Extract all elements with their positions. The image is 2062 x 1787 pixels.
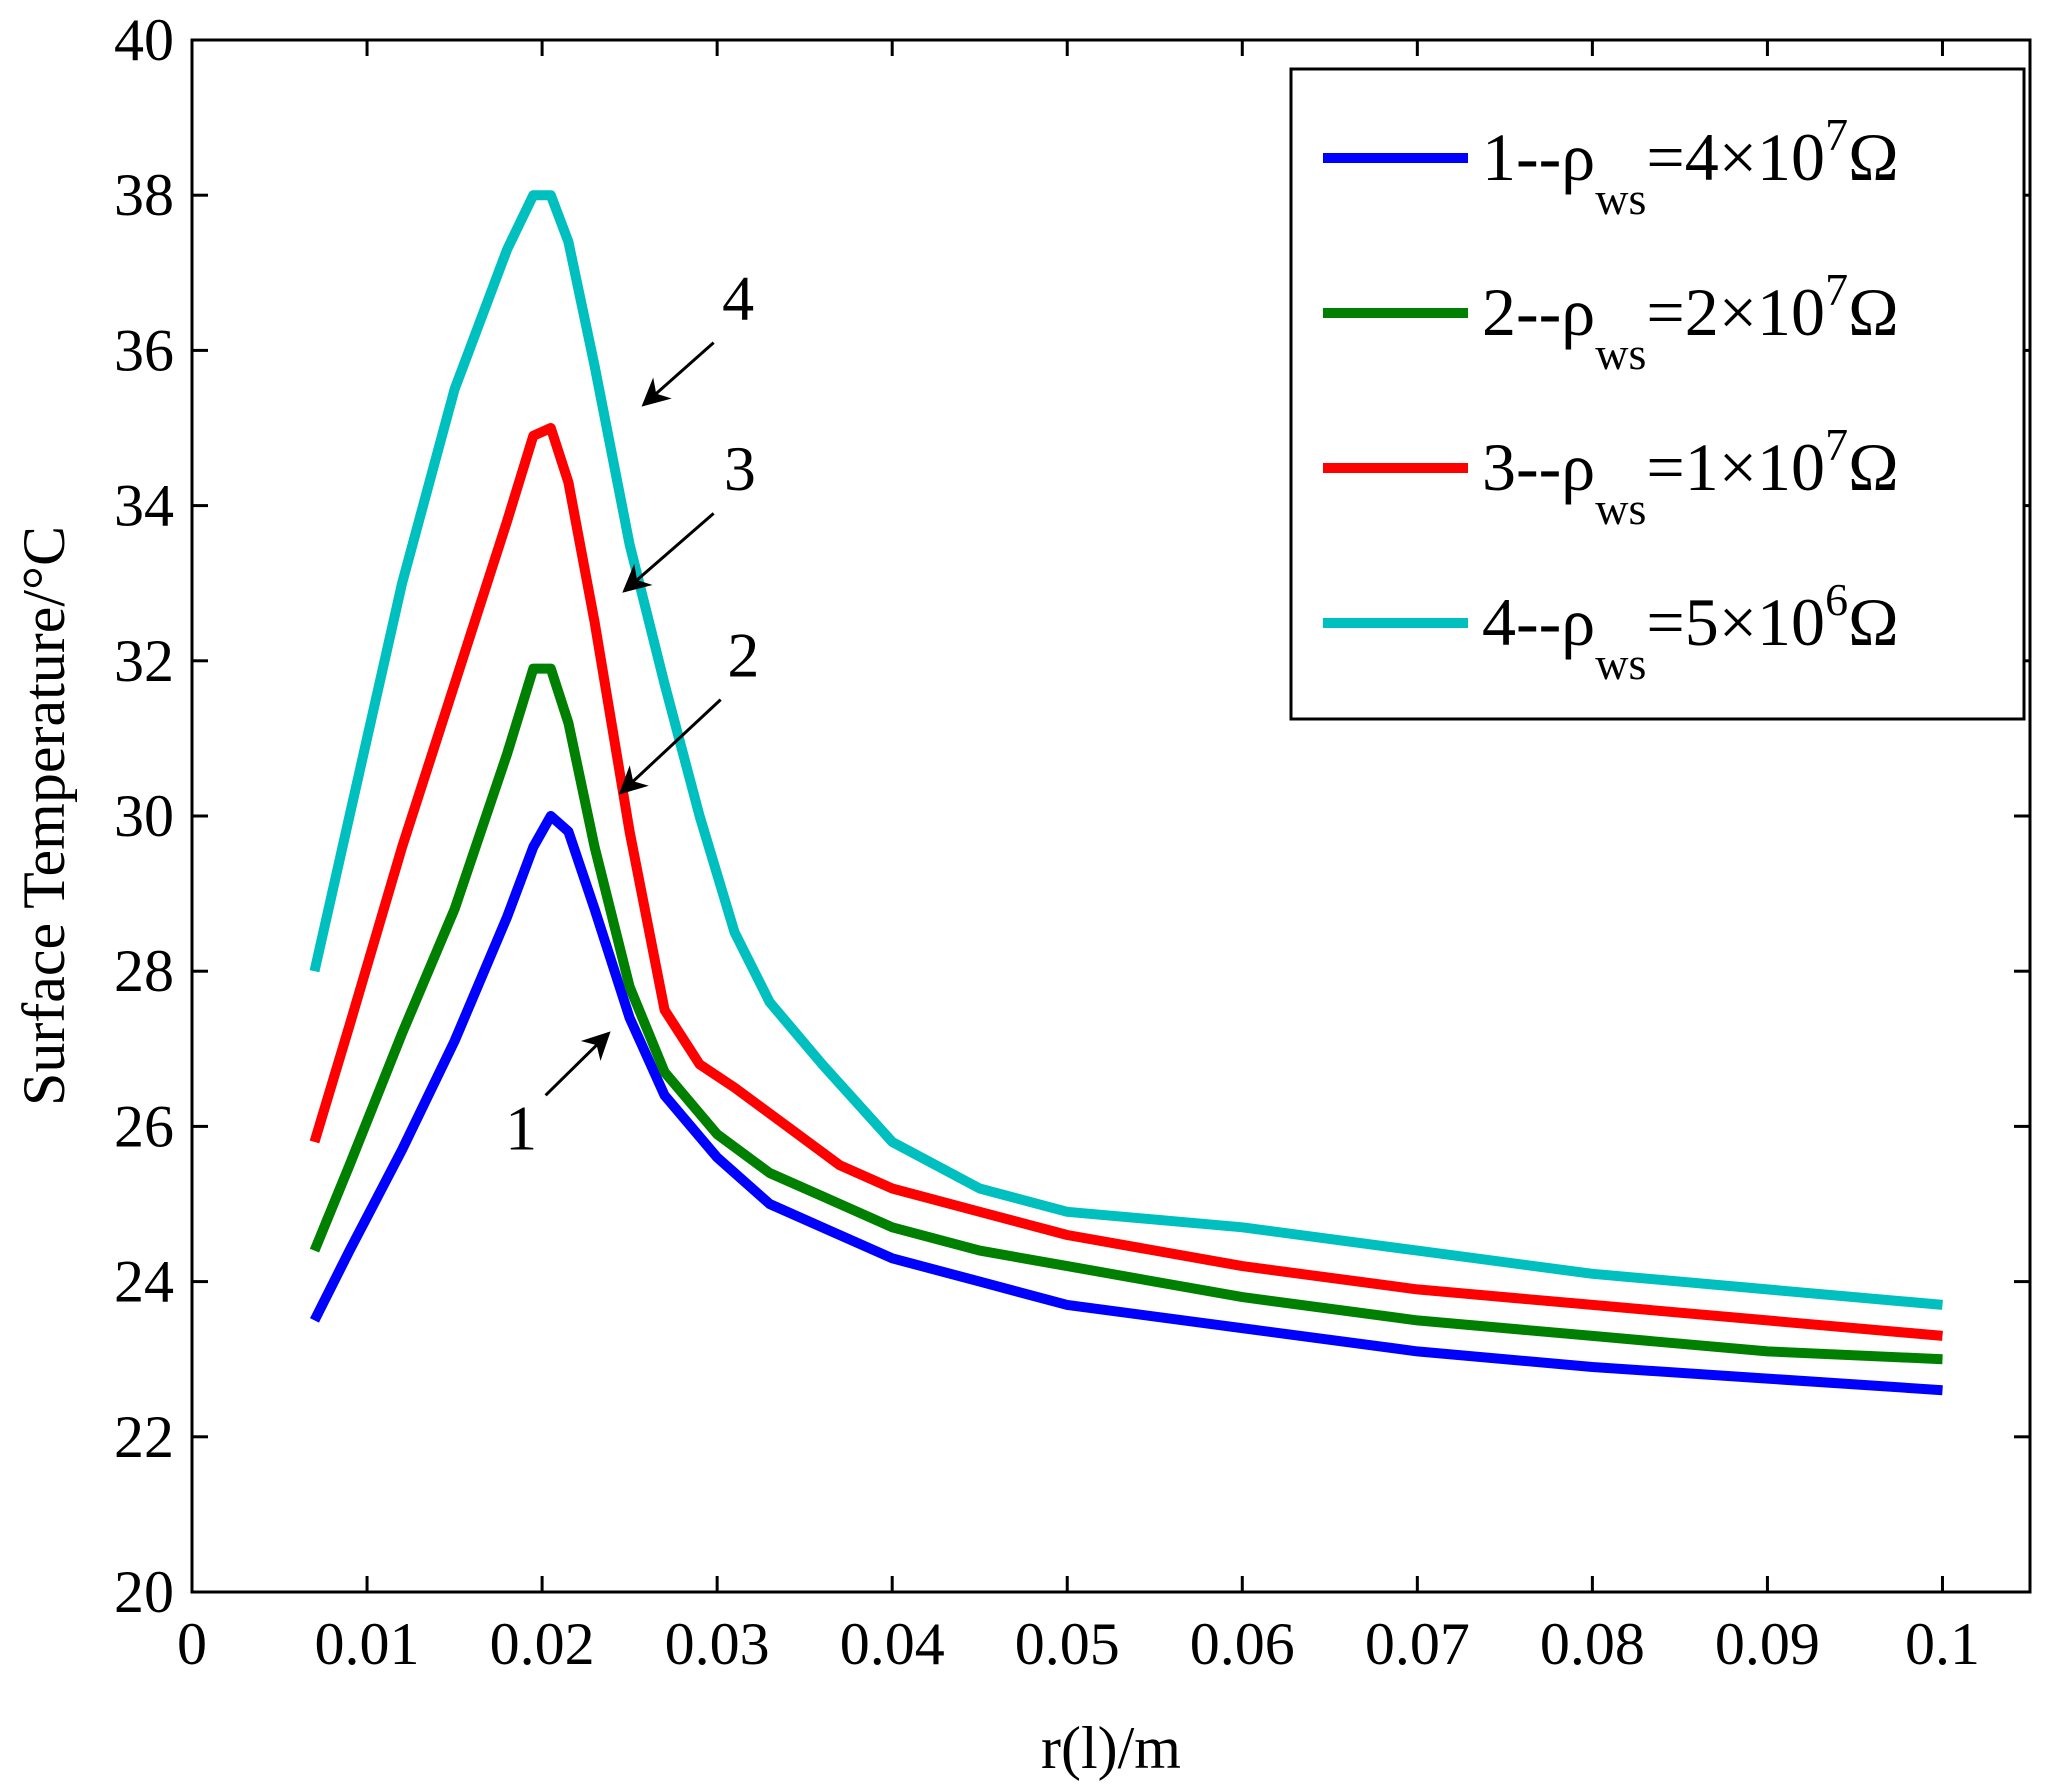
legend-label-2: 2--ρws=2×107Ω — [1482, 264, 1899, 379]
y-tick-label: 34 — [114, 473, 174, 539]
y-tick-label: 38 — [114, 162, 174, 228]
x-tick-label: 0.02 — [490, 1611, 595, 1677]
legend-label-1: 1--ρws=4×107Ω — [1482, 109, 1899, 224]
legend-text-part: 7 — [1825, 109, 1848, 160]
legend-text-part: Ω — [1848, 274, 1899, 350]
x-tick-label: 0.07 — [1365, 1611, 1470, 1677]
annotation-label-2: 2 — [727, 619, 759, 690]
y-tick-label: 40 — [114, 7, 174, 73]
y-tick-label: 28 — [114, 938, 174, 1004]
y-tick-label: 20 — [114, 1559, 174, 1625]
annotation-arrow-1 — [544, 1031, 611, 1097]
x-tick-label: 0.08 — [1540, 1611, 1645, 1677]
legend-text-part: ws — [1595, 483, 1646, 534]
series-3-line — [309, 423, 1943, 1341]
legend-text-part: ws — [1595, 173, 1646, 224]
legend-box — [1289, 67, 2026, 721]
legend-label-4: 4--ρws=5×106Ω — [1482, 574, 1899, 689]
series-2-line — [309, 663, 1943, 1365]
x-tick-label: 0.1 — [1905, 1611, 1980, 1677]
annotation-arrow-3 — [622, 512, 715, 593]
legend-text-part: =4×10 — [1646, 119, 1825, 195]
legend: 1--ρws=4×107Ω2--ρws=2×107Ω3--ρws=1×107Ω4… — [1289, 67, 2026, 721]
y-axis-label: Surface Temperature/°C — [11, 526, 77, 1106]
legend-text-part: 2--ρ — [1482, 274, 1595, 350]
y-tick-label: 36 — [114, 317, 174, 383]
x-tick-label: 0.01 — [315, 1611, 420, 1677]
y-tick-label: 24 — [114, 1249, 174, 1315]
legend-text-part: ws — [1595, 328, 1646, 379]
x-tick-label: 0 — [177, 1611, 207, 1677]
y-tick-label: 32 — [114, 628, 174, 694]
legend-text-part: =5×10 — [1646, 584, 1825, 660]
annotations: 1 2 3 4 — [505, 262, 759, 1163]
series-1-line — [310, 811, 1943, 1396]
axes: 0 0.01 0.02 0.03 0.04 0.05 0.06 0.07 0.08 0.09 0.1… — [114, 7, 2032, 1677]
legend-text-part: Ω — [1848, 119, 1899, 195]
annotation-arrow-4 — [641, 341, 715, 407]
annotation-label-1: 1 — [505, 1093, 537, 1164]
legend-text-part: 7 — [1825, 419, 1848, 470]
y-tick-label: 30 — [114, 783, 174, 849]
annotation-label-4: 4 — [722, 262, 754, 333]
legend-text-part: Ω — [1848, 429, 1899, 505]
y-tick-label: 22 — [114, 1404, 174, 1470]
series-group — [309, 190, 1943, 1396]
legend-text-part: 7 — [1825, 264, 1848, 315]
x-tick-label: 0.04 — [840, 1611, 945, 1677]
y-tick-label: 26 — [114, 1093, 174, 1159]
x-tick-label: 0.05 — [1015, 1611, 1120, 1677]
legend-text-part: 6 — [1825, 574, 1848, 625]
x-axis-label: r(l)/m — [1041, 1715, 1181, 1781]
legend-text-part: =1×10 — [1646, 429, 1825, 505]
legend-label-3: 3--ρws=1×107Ω — [1482, 419, 1899, 534]
x-tick-label: 0.09 — [1715, 1611, 1820, 1677]
legend-text-part: Ω — [1848, 584, 1899, 660]
x-tick-label: 0.03 — [665, 1611, 770, 1677]
legend-text-part: ws — [1595, 638, 1646, 689]
series-4-line — [309, 190, 1943, 1310]
legend-text-part: 1--ρ — [1482, 119, 1595, 195]
annotation-arrow-2 — [618, 698, 722, 795]
legend-text-part: =2×10 — [1646, 274, 1825, 350]
annotation-label-3: 3 — [724, 433, 756, 504]
legend-text-part: 4--ρ — [1482, 584, 1595, 660]
x-tick-label: 0.06 — [1190, 1611, 1295, 1677]
legend-text-part: 3--ρ — [1482, 429, 1595, 505]
